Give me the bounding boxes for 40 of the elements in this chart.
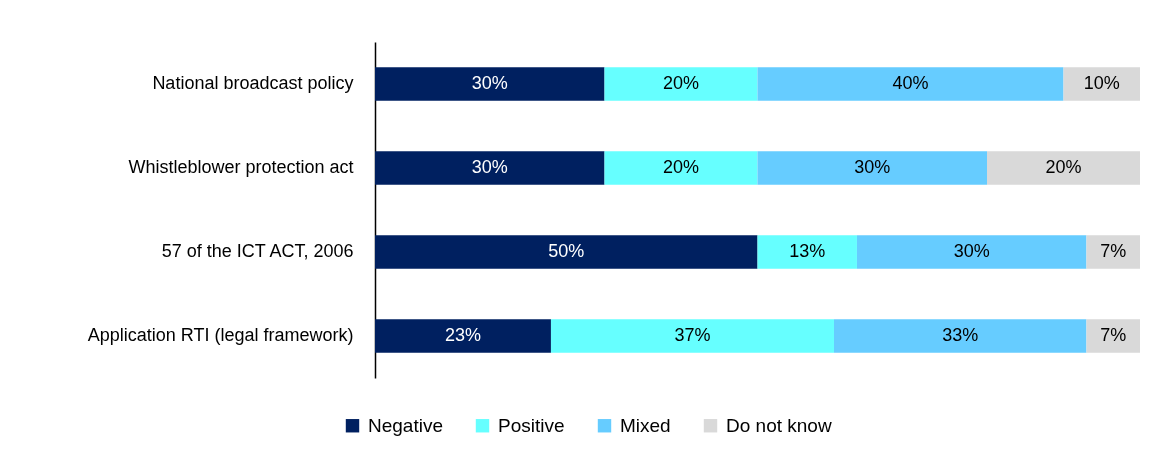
data-label: 20% [1045, 157, 1082, 177]
data-label: 20% [662, 157, 700, 177]
legend-label: Negative [368, 414, 443, 436]
bar [757, 235, 857, 269]
bar [550, 319, 834, 353]
bar [1086, 319, 1140, 353]
legend-label: Do not know [726, 414, 832, 436]
bar [375, 319, 551, 353]
data-label: 7% [1100, 241, 1127, 261]
bar [375, 67, 605, 101]
bar [604, 151, 758, 185]
data-label: 10% [1083, 73, 1120, 93]
legend-label: Positive [498, 414, 565, 436]
data-label: 30% [953, 241, 990, 261]
bar [856, 235, 1087, 269]
data-label: 20% [662, 73, 700, 93]
y-tick-label: National broadcast policy [152, 73, 354, 93]
y-tick-label: Whistleblower protection act [128, 157, 354, 177]
data-label: 30% [854, 157, 891, 177]
legend-label: Mixed [620, 414, 671, 436]
bar [1063, 67, 1140, 101]
data-label: 23% [444, 325, 481, 345]
bar [375, 151, 605, 185]
data-label: 13% [789, 241, 826, 261]
data-label: 33% [942, 325, 979, 345]
data-label: 30% [471, 157, 508, 177]
bar [757, 67, 1064, 101]
bar [834, 319, 1087, 353]
y-tick-label: Application RTI (legal framework) [87, 325, 354, 345]
data-label: 7% [1100, 325, 1127, 345]
data-label: 50% [548, 241, 585, 261]
data-label: 37% [674, 325, 711, 345]
data-label: 40% [892, 73, 929, 93]
y-tick-label: 57 of the ICT ACT, 2006 [161, 241, 354, 261]
bar [987, 151, 1140, 185]
bar [1086, 235, 1140, 269]
bar [604, 67, 758, 101]
bar [375, 235, 758, 269]
data-label: 30% [471, 73, 508, 93]
bar [757, 151, 987, 185]
